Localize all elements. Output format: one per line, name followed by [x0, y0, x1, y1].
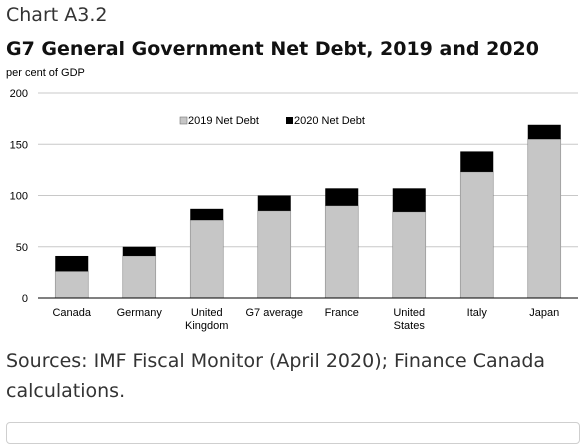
y-tick-label: 200: [10, 88, 28, 100]
x-tick-label: G7 average: [246, 307, 303, 319]
legend: 2019 Net Debt 2020 Net Debt: [179, 115, 365, 127]
bar-segment-2020: [190, 208, 224, 221]
y-tick-labels: 0 50 100 150 200: [10, 88, 28, 305]
bar-segment-2020: [325, 188, 359, 206]
bar-segment-2019: [324, 205, 359, 299]
legend-swatch-2019: [179, 116, 188, 125]
bar-segment-2019: [189, 219, 224, 299]
x-tick-label: Kingdom: [185, 320, 228, 332]
sources-note: Sources: IMF Fiscal Monitor (April 2020)…: [6, 350, 546, 402]
bar-segment-2019: [527, 138, 562, 299]
chart-title: G7 General Government Net Debt, 2019 and…: [6, 38, 539, 60]
bar-segment-2020: [55, 255, 89, 272]
bar-segment-2019: [54, 271, 89, 299]
x-tick-label: Canada: [52, 307, 91, 319]
bar-segment-2019: [257, 210, 292, 299]
x-tick-label: Japan: [529, 307, 559, 319]
legend-label-2020: 2020 Net Debt: [294, 115, 365, 127]
bars: [54, 124, 562, 299]
bar-segment-2020: [527, 124, 561, 140]
y-tick-label: 150: [10, 139, 28, 151]
y-tick-label: 100: [10, 191, 28, 203]
x-tick-label: United: [393, 307, 425, 319]
legend-label-2019: 2019 Net Debt: [188, 115, 259, 127]
y-tick-label: 50: [16, 242, 28, 254]
y-tick-label: 0: [22, 293, 28, 305]
x-tick-label: Italy: [467, 307, 488, 319]
y-axis-unit-label: per cent of GDP: [6, 67, 85, 79]
bar-segment-2020: [122, 246, 156, 256]
bar-segment-2019: [459, 171, 494, 299]
bar-segment-2020: [257, 195, 291, 211]
bar-segment-2020: [460, 151, 494, 172]
legend-swatch-2020: [286, 117, 293, 124]
bottom-panel: [6, 422, 580, 444]
x-tick-label: United: [191, 307, 223, 319]
x-tick-label: Germany: [117, 307, 163, 319]
bar-segment-2020: [392, 188, 426, 212]
x-tick-label: States: [394, 320, 426, 332]
bar-segment-2019: [122, 255, 157, 299]
bar-segment-2019: [392, 211, 427, 299]
x-tick-label: France: [325, 307, 359, 319]
chart-label: Chart A3.2: [6, 4, 108, 26]
